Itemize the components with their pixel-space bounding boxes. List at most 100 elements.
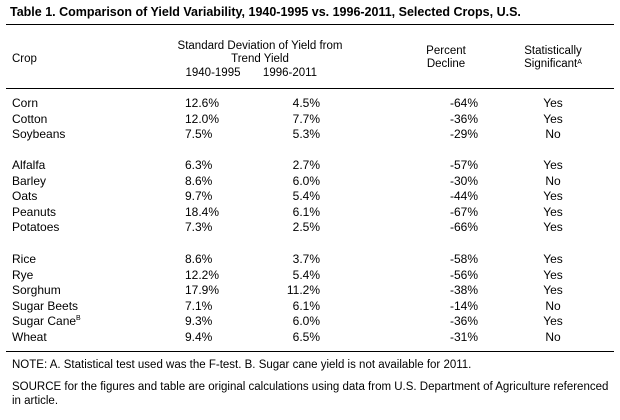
significance-cell-text: Yes [543,96,563,110]
sd-1996-2011-cell-text: 11.2% [286,283,320,297]
sd-1996-2011-cell-text: 7.7% [292,111,320,126]
sd-1940-1995-cell-text: 12.6% [185,96,220,110]
sd-1996-2011-cell: 2.7% [260,158,320,172]
sd-1940-1995-cell: 12.0% [185,112,245,126]
sd-1940-1995-cell: 7.3% [185,220,245,234]
significance-cell: Yes [530,158,576,172]
percent-decline-cell-text: -31% [449,329,478,344]
sd-1940-1995-cell: 12.2% [185,268,245,282]
sd-1996-2011-cell-text: 6.0% [292,314,320,328]
crop-cell: Sorghum [12,283,61,297]
significance-cell-text: No [545,329,561,344]
percent-decline-cell-text: -66% [449,220,478,234]
sd-header-line1: Standard Deviation of Yield from [177,40,343,52]
sd-1996-2011-cell: 5.4% [260,268,320,282]
bottom-rule [6,351,614,352]
significance-cell-text: Yes [543,267,563,282]
decline-header-line2: Decline [426,58,466,70]
significance-header-line1: Statistically [524,45,582,57]
sd-1940-1995-cell: 9.3% [185,314,245,328]
sd-1996-2011-cell: 6.5% [260,330,320,344]
sd-1940-1995-cell: 18.4% [185,205,245,219]
sd-1996-2011-cell: 11.2% [260,283,320,297]
significance-cell-text: No [545,298,561,313]
sd-1940-1995-cell: 9.7% [185,189,245,203]
percent-decline-cell-text: -44% [449,189,478,203]
significance-cell: No [530,174,576,188]
decline-header-line1: Percent [426,45,466,57]
significance-cell-text: Yes [543,314,563,328]
sd-1996-2011-cell-text: 5.4% [292,189,320,203]
percent-decline-cell: -66% [418,220,478,234]
percent-decline-cell: -58% [418,252,478,266]
footnote-a-marker: A [577,59,582,66]
sd-1996-2011-cell: 6.0% [260,174,320,188]
sd-1940-1995-cell-text: 9.7% [185,189,213,203]
percent-decline-cell: -36% [418,112,478,126]
significance-header-line2: SignificantA [524,58,582,70]
top-rule [6,24,614,25]
footnote-b-marker: B [76,315,81,322]
significance-cell-text: No [545,173,561,188]
significance-cell-text: Yes [543,220,563,234]
crop-cell-text: Corn [12,96,39,110]
sd-1940-1995-cell: 6.3% [185,158,245,172]
sd-1996-2011-cell-text: 3.7% [292,252,320,266]
sd-1996-2011-cell: 2.5% [260,220,320,234]
significance-cell: Yes [530,220,576,234]
significance-cell: Yes [530,268,576,282]
percent-decline-cell: -67% [418,205,478,219]
crop-cell-text: Rice [12,252,37,266]
percent-decline-cell-text: -30% [449,173,478,188]
sd-1940-1995-cell: 12.6% [185,96,245,110]
significance-cell: Yes [530,96,576,110]
sd-1996-2011-cell-text: 2.5% [292,220,320,234]
percent-decline-cell: -64% [418,96,478,110]
sd-1940-1995-cell-text: 9.3% [185,314,213,328]
crop-cell: Rye [12,268,33,282]
percent-decline-cell: -29% [418,127,478,141]
sd-1996-2011-cell: 5.3% [260,127,320,141]
crop-cell-text: Rye [12,267,34,282]
percent-decline-cell: -56% [418,268,478,282]
table-note: NOTE: A. Statistical test used was the F… [12,359,472,371]
crop-cell-text: Sugar Cane [12,314,77,328]
sd-1940-1995-cell-text: 8.6% [185,173,213,188]
sd-1996-2011-cell-text: 6.0% [292,173,320,188]
sd-1940-1995-cell-text: 7.3% [185,220,213,234]
significance-cell: Yes [530,112,576,126]
percent-decline-cell-text: -29% [449,127,478,141]
crop-cell: Barley [12,174,46,188]
percent-decline-cell: -44% [418,189,478,203]
crop-cell: Sugar Beets [12,299,78,313]
percent-decline-cell: -30% [418,174,478,188]
table-title: Table 1. Comparison of Yield Variability… [10,5,521,19]
sd-1940-1995-cell-text: 7.5% [185,127,213,141]
crop-cell-text: Peanuts [12,204,57,219]
crop-cell-text: Alfalfa [12,158,46,172]
significance-cell: Yes [530,189,576,203]
percent-decline-cell-text: -36% [449,111,478,126]
percent-decline-cell: -36% [418,314,478,328]
crop-cell-text: Oats [12,189,38,203]
significance-cell-text: Yes [543,252,563,266]
crop-cell: Sugar CaneB [12,314,81,328]
sd-1940-1995-cell: 8.6% [185,252,245,266]
sd-1940-1995-cell: 9.4% [185,330,245,344]
crop-cell: Oats [12,189,37,203]
crop-cell-text: Sugar Beets [12,298,79,313]
significance-cell: No [530,127,576,141]
percent-decline-cell-text: -67% [449,204,478,219]
sd-1996-2011-cell: 7.7% [260,112,320,126]
sd-1940-1995-cell: 7.5% [185,127,245,141]
crop-cell: Soybeans [12,127,65,141]
crop-header: Crop [12,53,37,65]
header-rule [6,88,614,89]
crop-cell-text: Barley [12,173,47,188]
sd-1996-2011-cell: 4.5% [260,96,320,110]
significance-cell-text: Yes [543,283,563,297]
significance-cell: Yes [530,252,576,266]
sd-1940-1995-cell-text: 12.0% [185,111,220,126]
significance-cell: Yes [530,314,576,328]
sd-1940-1995-cell-text: 12.2% [185,267,220,282]
